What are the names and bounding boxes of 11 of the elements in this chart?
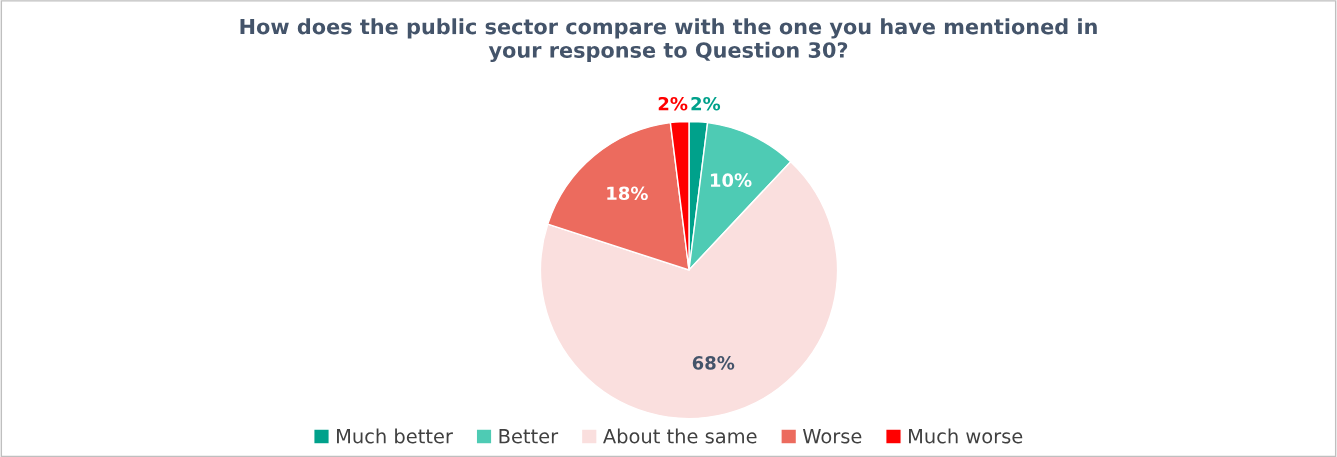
legend-label: Better xyxy=(499,429,559,444)
chart-title: How does the public sector compare with the one you have mentioned in your response to Question 30? xyxy=(240,18,1097,63)
legend-label: Much better xyxy=(337,428,453,444)
data-label: 10% xyxy=(710,173,752,188)
data-label: 18% xyxy=(607,186,648,201)
data-label: 68% xyxy=(692,356,735,370)
legend-label: About the same xyxy=(603,428,757,444)
legend-label: Worse xyxy=(802,429,862,444)
data-label: 2% xyxy=(691,96,721,111)
legend-label: Much worse xyxy=(909,428,1023,444)
data-label: 2% xyxy=(658,96,688,111)
